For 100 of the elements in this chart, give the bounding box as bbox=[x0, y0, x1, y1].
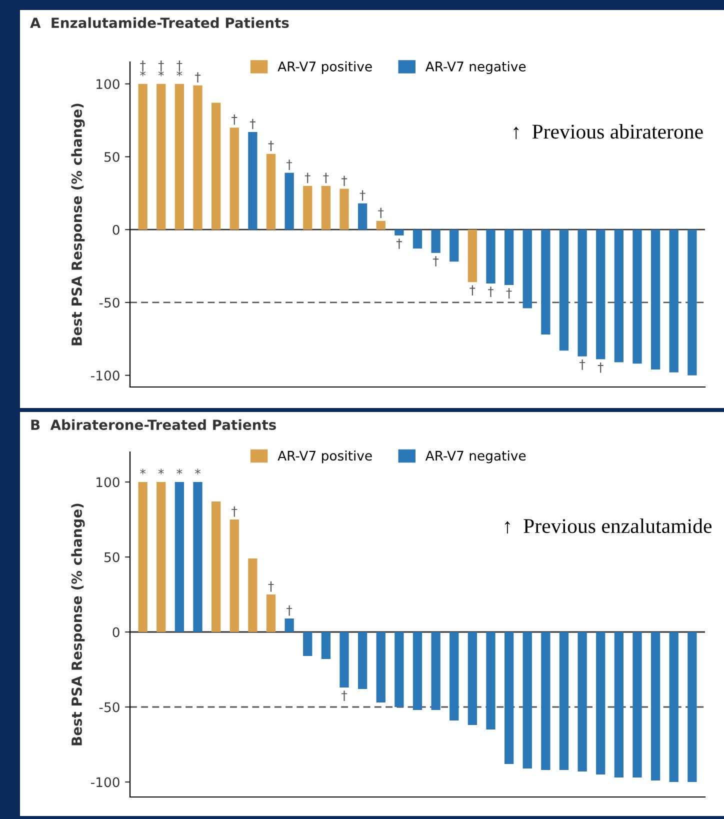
bar bbox=[578, 632, 587, 772]
bar bbox=[340, 188, 349, 230]
data-label: † bbox=[286, 605, 292, 616]
y-axis-title: Best PSA Response (% change) bbox=[71, 504, 85, 746]
bar bbox=[193, 482, 202, 632]
bar bbox=[248, 132, 258, 230]
bar bbox=[358, 203, 368, 230]
bar bbox=[522, 230, 532, 308]
chart-title: B Abiraterone-Treated Patients bbox=[31, 419, 276, 430]
data-label: † bbox=[378, 208, 384, 218]
bar bbox=[284, 172, 294, 230]
data-label: † bbox=[268, 140, 274, 152]
bar bbox=[340, 632, 349, 688]
bar bbox=[541, 230, 550, 335]
data-label: † bbox=[506, 288, 512, 298]
bar bbox=[303, 186, 312, 230]
legend-label: AR-V7 negative bbox=[425, 61, 526, 74]
data-label: † bbox=[341, 690, 348, 701]
data-label: † bbox=[341, 176, 348, 186]
bar bbox=[230, 128, 239, 230]
bar bbox=[412, 230, 422, 249]
bar bbox=[303, 632, 312, 656]
bar bbox=[559, 230, 569, 351]
y-axis-title: Best PSA Response (% change) bbox=[71, 104, 85, 346]
data-label: * bbox=[195, 468, 201, 474]
y-tick-label: 50 bbox=[104, 152, 120, 162]
bar bbox=[688, 632, 697, 782]
bar bbox=[650, 230, 660, 370]
data-label: † bbox=[286, 160, 292, 170]
bar bbox=[450, 230, 459, 262]
legend-label: AR-V7 positive bbox=[278, 61, 372, 74]
data-label: † bbox=[250, 118, 256, 130]
bar bbox=[156, 482, 166, 632]
bar bbox=[596, 632, 606, 774]
data-label: † bbox=[598, 362, 604, 373]
bar bbox=[632, 230, 642, 364]
data-label: † bbox=[360, 190, 366, 201]
bar bbox=[193, 85, 202, 230]
y-tick-label: 100 bbox=[96, 477, 120, 488]
bar bbox=[394, 230, 404, 236]
data-label: † * bbox=[140, 60, 146, 76]
bar bbox=[230, 520, 239, 632]
legend-label: AR-V7 positive bbox=[278, 450, 372, 464]
data-label: * bbox=[140, 468, 146, 474]
y-tick-label: 0 bbox=[112, 224, 120, 235]
bar bbox=[248, 558, 258, 632]
bar bbox=[559, 632, 569, 770]
data-label: † bbox=[323, 172, 329, 184]
bar bbox=[431, 632, 440, 710]
bar bbox=[376, 632, 386, 702]
bar bbox=[266, 594, 276, 632]
bar bbox=[614, 230, 624, 362]
bar bbox=[376, 220, 386, 230]
bar bbox=[138, 482, 148, 632]
y-tick-label: -50 bbox=[99, 298, 120, 308]
annotation: ↑ Previous enzalutamide bbox=[505, 518, 712, 534]
bar bbox=[431, 230, 440, 253]
annotation: ↑ Previous abiraterone bbox=[514, 124, 703, 140]
bar bbox=[156, 84, 166, 230]
bar bbox=[632, 632, 642, 778]
bar bbox=[504, 632, 514, 764]
data-label: † bbox=[580, 360, 586, 370]
bar bbox=[468, 632, 478, 725]
data-label: * bbox=[176, 468, 182, 474]
bar bbox=[688, 230, 697, 376]
data-label: * bbox=[158, 468, 164, 474]
data-label: † bbox=[488, 286, 494, 298]
data-label: † bbox=[232, 114, 238, 125]
legend-label: AR-V7 negative bbox=[425, 450, 526, 464]
bar bbox=[468, 230, 478, 282]
y-tick-label: 100 bbox=[96, 79, 120, 90]
data-label: † bbox=[268, 581, 274, 592]
bar bbox=[650, 632, 660, 780]
y-tick-label: -100 bbox=[90, 370, 120, 381]
data-label: † bbox=[396, 238, 402, 249]
bar bbox=[266, 154, 276, 230]
bar bbox=[358, 632, 368, 689]
data-label: † bbox=[232, 506, 238, 517]
bar bbox=[211, 502, 221, 632]
bar bbox=[578, 230, 587, 356]
bar bbox=[394, 632, 404, 707]
bar bbox=[486, 632, 496, 730]
data-label: † bbox=[194, 72, 201, 83]
y-tick-label: 0 bbox=[112, 627, 120, 638]
bar bbox=[321, 186, 331, 230]
bar bbox=[614, 632, 624, 778]
bar bbox=[412, 632, 422, 710]
bar bbox=[669, 230, 678, 372]
data-label: † bbox=[470, 285, 476, 296]
bar bbox=[211, 102, 221, 230]
bar bbox=[321, 632, 331, 659]
bar bbox=[284, 618, 294, 632]
data-label: † * bbox=[176, 60, 182, 76]
bar bbox=[669, 632, 678, 782]
bar bbox=[541, 632, 550, 770]
bar bbox=[504, 230, 514, 285]
chart-title: A Enzalutamide-Treated Patients bbox=[30, 17, 289, 28]
data-label: † bbox=[304, 172, 310, 184]
bar bbox=[596, 230, 606, 360]
y-tick-label: -50 bbox=[99, 702, 120, 712]
